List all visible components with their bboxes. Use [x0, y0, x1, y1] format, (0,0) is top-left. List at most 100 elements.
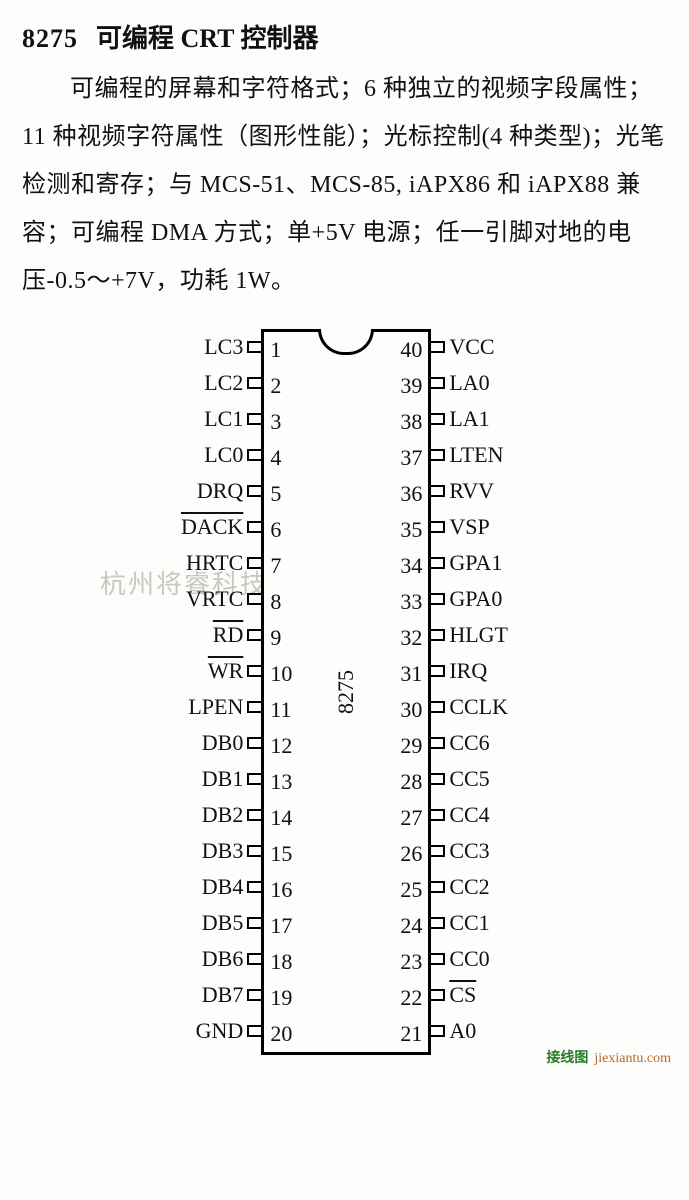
pin-label: VSP: [449, 509, 489, 545]
pin-number: 38: [400, 404, 422, 440]
pin-connector-icon: [431, 989, 445, 1001]
pin-connector-icon: [247, 845, 261, 857]
pin-number: 22: [400, 980, 422, 1016]
pin-connector-icon: [247, 953, 261, 965]
pin-label-text: RVV: [449, 478, 494, 504]
pin-connector-icon: [431, 557, 445, 569]
pin-label: HRTC: [186, 545, 243, 581]
pin-connector-icon: [247, 593, 261, 605]
pin-number: 6: [270, 512, 281, 548]
pin-label-text: LA1: [449, 406, 489, 432]
pin-label-text: LC0: [204, 442, 243, 468]
pin-connector-icon: [431, 1025, 445, 1037]
pin-number: 21: [400, 1016, 422, 1052]
pin-connector-icon: [247, 485, 261, 497]
pin-label-text: RD: [213, 622, 244, 648]
pin-label: DB6: [202, 941, 244, 977]
pin-connector-icon: [247, 809, 261, 821]
pin-label-text: VCC: [449, 334, 494, 360]
pin-number: 40: [400, 332, 422, 368]
pin-label-text: CS: [449, 982, 476, 1008]
pin-label-text: WR: [208, 658, 243, 684]
pin-label-text: LC1: [204, 406, 243, 432]
pin-number: 39: [400, 368, 422, 404]
footer-site: jiexiantu.com: [594, 1051, 671, 1066]
pin-connector-icon: [247, 629, 261, 641]
pin-label-text: CC6: [449, 730, 489, 756]
pin-number: 20: [270, 1016, 292, 1052]
pin-label-text: CC4: [449, 802, 489, 828]
title-text: 可编程 CRT 控制器: [96, 24, 319, 53]
part-number: 8275: [22, 24, 78, 53]
right-pins-column: [431, 329, 445, 1049]
pin-label: CC0: [449, 941, 489, 977]
pin-label-text: LC2: [204, 370, 243, 396]
left-numbers-column: 1234567891011121314151617181920: [264, 332, 292, 1052]
pin-label-text: DB4: [202, 874, 244, 900]
pin-number: 11: [270, 692, 291, 728]
pin-label: RVV: [449, 473, 494, 509]
pin-number: 37: [400, 440, 422, 476]
pin-connector-icon: [247, 557, 261, 569]
pin-number: 16: [270, 872, 292, 908]
pin-label: DB5: [202, 905, 244, 941]
pin-label-text: DB6: [202, 946, 244, 972]
page-title: 8275 可编程 CRT 控制器: [22, 18, 667, 55]
pin-number: 36: [400, 476, 422, 512]
pin-label-text: HRTC: [186, 550, 243, 576]
pin-number: 2: [270, 368, 281, 404]
pin-label: LTEN: [449, 437, 503, 473]
left-labels-column: LC3LC2LC1LC0DRQDACKHRTCVRTCRDWRLPENDB0DB…: [181, 329, 243, 1049]
pin-label: DRQ: [197, 473, 243, 509]
chip-diagram: LC3LC2LC1LC0DRQDACKHRTCVRTCRDWRLPENDB0DB…: [22, 329, 667, 1055]
pin-label-text: CC2: [449, 874, 489, 900]
pin-number: 10: [270, 656, 292, 692]
right-numbers-column: 4039383736353433323130292827262524232221: [400, 332, 428, 1052]
pin-label-text: CC5: [449, 766, 489, 792]
footer-brand: 接线图: [546, 1051, 588, 1066]
pin-label: CS: [449, 977, 476, 1013]
pin-label-text: LA0: [449, 370, 489, 396]
pin-label: DB0: [202, 725, 244, 761]
pin-label-text: DB0: [202, 730, 244, 756]
pin-label-text: CCLK: [449, 694, 508, 720]
pin-label-text: DB1: [202, 766, 244, 792]
pin-label: DB4: [202, 869, 244, 905]
pin-number: 30: [400, 692, 422, 728]
pin-number: 34: [400, 548, 422, 584]
pin-number: 27: [400, 800, 422, 836]
pin-label: LPEN: [188, 689, 243, 725]
pin-number: 5: [270, 476, 281, 512]
pin-number: 15: [270, 836, 292, 872]
pin-label: IRQ: [449, 653, 487, 689]
pin-connector-icon: [431, 629, 445, 641]
pin-label-text: DB3: [202, 838, 244, 864]
pin-label: DACK: [181, 509, 243, 545]
pin-label-text: CC3: [449, 838, 489, 864]
pin-connector-icon: [247, 521, 261, 533]
pin-label-text: DB5: [202, 910, 244, 936]
pin-number: 31: [400, 656, 422, 692]
pin-label: LA0: [449, 365, 489, 401]
pin-connector-icon: [247, 665, 261, 677]
pin-label: LC1: [204, 401, 243, 437]
pin-number: 26: [400, 836, 422, 872]
pin-connector-icon: [431, 341, 445, 353]
pin-number: 19: [270, 980, 292, 1016]
pin-label-text: VRTC: [186, 586, 243, 612]
pin-label: CC4: [449, 797, 489, 833]
pin-label-text: GPA1: [449, 550, 502, 576]
pin-connector-icon: [247, 737, 261, 749]
pin-number: 3: [270, 404, 281, 440]
pin-number: 33: [400, 584, 422, 620]
pin-label: LC0: [204, 437, 243, 473]
pin-number: 12: [270, 728, 292, 764]
left-pins-column: [247, 329, 261, 1049]
pin-label: LA1: [449, 401, 489, 437]
pin-label: DB2: [202, 797, 244, 833]
pin-number: 13: [270, 764, 292, 800]
chip-body: 1234567891011121314151617181920 8275 403…: [261, 329, 431, 1055]
pin-connector-icon: [431, 773, 445, 785]
pin-label-text: LTEN: [449, 442, 503, 468]
pin-connector-icon: [247, 449, 261, 461]
